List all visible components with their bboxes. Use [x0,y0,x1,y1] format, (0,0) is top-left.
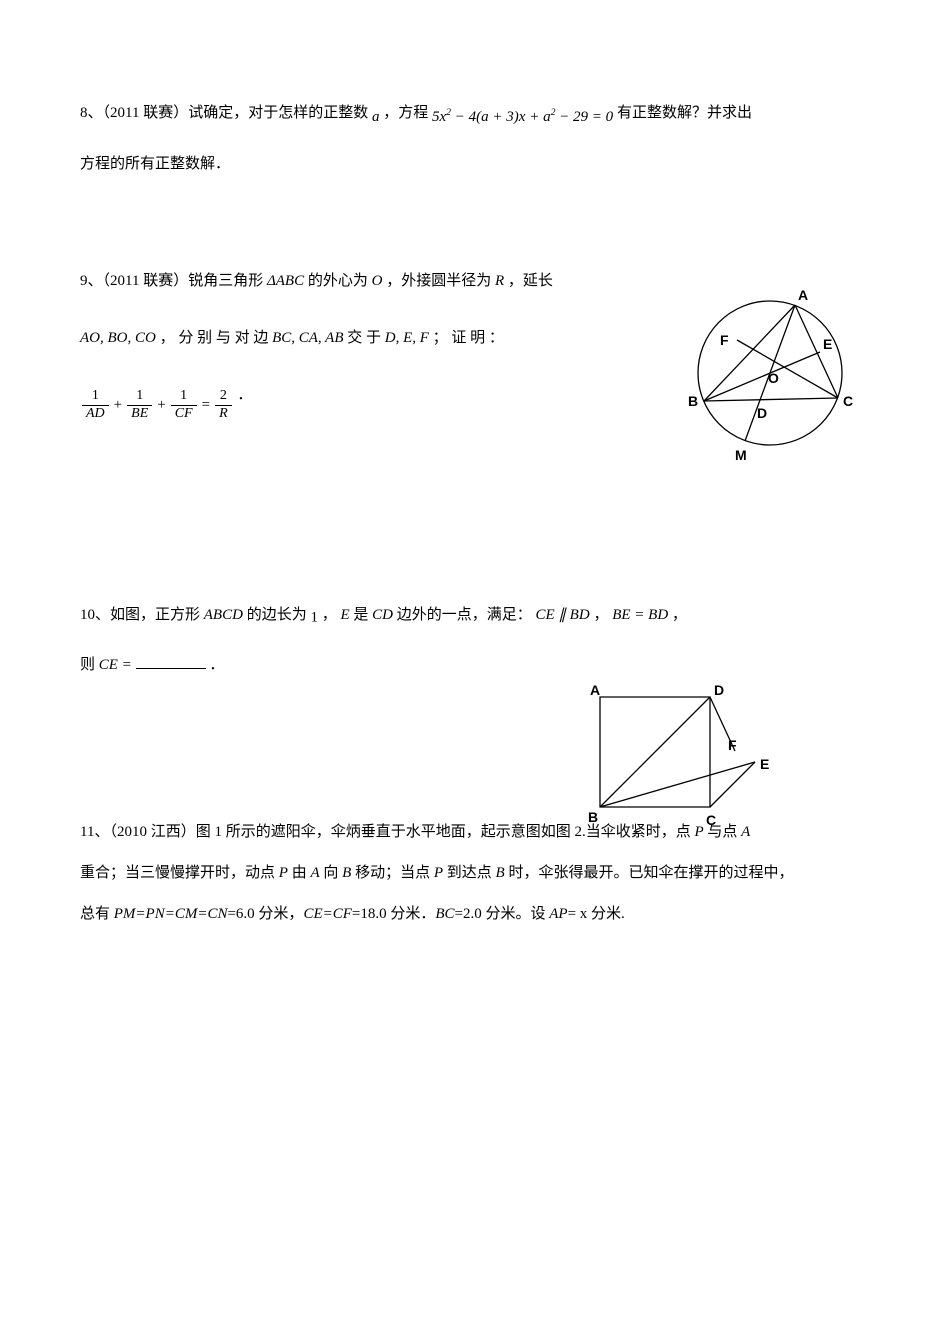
p9-l2d: 交 于 [347,330,385,346]
p11-l3: 总有 PM=PN=CM=CN=6.0 分米，CE=CF=18.0 分米．BC=2… [80,906,625,922]
p8-line2: 方程的所有正整数解． [80,151,870,178]
p9-l2f: ； 证 明 ： [433,330,504,346]
frac-cf-den: CF [171,406,197,423]
frac-be: 1 BE [127,388,152,423]
frac-cf: 1 CF [171,388,197,423]
p10-label-d: D [714,682,724,698]
p9-l1a: 9、（2011 联赛）锐角三角形 [80,273,267,289]
p10-label-a: A [590,682,600,698]
p10-l1b: ABCD [204,607,243,623]
p9-l2a: AO, BO, CO [80,330,156,346]
label-f: F [720,332,729,348]
equals: = [202,392,210,419]
p10-l1j: CE ∥ BD [536,607,590,623]
figure-9: A B C D E F O M [660,278,880,478]
p9-l1c: 的外心为 [308,273,372,289]
frac-r-den: R [215,406,232,423]
p8-a: a [372,109,380,125]
frac-cf-num: 1 [171,388,197,406]
p10-l1m: ， [672,607,687,623]
p11-l2: 重合；当三慢慢撑开时，动点 P 由 A 向 B 移动；当点 P 到达点 B 时，… [80,865,793,881]
frac-ad-num: 1 [82,388,109,406]
p10-l1k: ， [593,607,608,623]
p11-line2: 重合；当三慢慢撑开时，动点 P 由 A 向 B 移动；当点 P 到达点 B 时，… [80,860,870,887]
label-e: E [823,336,832,352]
p10-l1i: 边外的一点，满足： [397,607,532,623]
p9-l1e: ，外接圆半径为 [386,273,495,289]
p9-l1f: R [495,273,504,289]
p10-label-c: C [706,812,716,828]
frac-be-num: 1 [127,388,152,406]
p9-line2: AO, BO, CO ， 分 别 与 对 边 BC, CA, AB 交 于 D,… [80,325,640,352]
p9-l2b: ， 分 别 与 对 边 [160,330,273,346]
p10-l1h: CD [372,607,393,623]
label-o: O [768,370,779,386]
p10-l2b: CE = [99,657,136,673]
p9-l1d: O [372,273,383,289]
p9-l2c: BC, CA, AB [272,330,343,346]
p10-l1f: E [340,607,349,623]
problem-10: 10、如图，正方形 ABCD 的边长为 1 ， E 是 CD 边外的一点，满足：… [80,602,870,678]
p8-line1: 8、（2011 联赛）试确定，对于怎样的正整数 a ，方程 5x2 − 4(a … [80,100,870,131]
frac-r: 2 R [215,388,232,423]
plus1: + [114,392,122,419]
p10-l1e: ， [322,607,337,623]
label-c: C [843,393,853,409]
p9-period: ． [237,387,252,403]
p8-mid2: 有正整数解？并求出 [617,105,752,121]
p10-line1: 10、如图，正方形 ABCD 的边长为 1 ， E 是 CD 边外的一点，满足：… [80,602,870,631]
p10-l1c: 的边长为 [247,607,307,623]
p10-line2: 则 CE = ． [80,652,870,679]
plus2: + [157,392,165,419]
frac-be-den: BE [127,406,152,423]
p10-label-f: F [728,737,737,753]
p9-line1: 9、（2011 联赛）锐角三角形 ΔABC 的外心为 O ，外接圆半径为 R ，… [80,268,640,295]
p9-l1b: ΔABC [267,273,304,289]
p10-l1l: BE = BD [612,607,668,623]
p10-l2a: 则 [80,657,99,673]
problem-9: 9、（2011 联赛）锐角三角形 ΔABC 的外心为 O ，外接圆半径为 R ，… [80,268,870,423]
label-b: B [688,393,698,409]
blank-answer [136,654,206,669]
p9-equation: 1 AD + 1 BE + 1 CF = 2 R ． [80,382,640,423]
p10-l2c: ． [209,657,224,673]
p8-prefix: 8、（2011 联赛）试确定，对于怎样的正整数 [80,105,372,121]
p10-l1g: 是 [353,607,372,623]
p9-l2e: D, E, F [385,330,429,346]
problem-8: 8、（2011 联赛）试确定，对于怎样的正整数 a ，方程 5x2 − 4(a … [80,100,870,178]
p10-label-b: B [588,809,598,825]
p9-content: 9、（2011 联赛）锐角三角形 ΔABC 的外心为 O ，外接圆半径为 R ，… [80,268,640,423]
label-m: M [735,447,747,463]
frac-ad: 1 AD [82,388,109,423]
p8-mid1: ，方程 [383,105,432,121]
label-d: D [757,405,767,421]
p10-l1a: 10、如图，正方形 [80,607,204,623]
figure-10: A D B C E F [580,677,780,847]
label-a: A [798,287,808,303]
p10-l1d: 1 [310,610,318,626]
p10-label-e: E [760,756,769,772]
p8-eq: 5x2 − 4(a + 3)x + a2 − 29 = 0 [432,109,613,125]
frac-ad-den: AD [82,406,109,423]
p9-l1g: ，延长 [508,273,553,289]
p11-line3: 总有 PM=PN=CM=CN=6.0 分米，CE=CF=18.0 分米．BC=2… [80,901,870,928]
frac-r-num: 2 [215,388,232,406]
